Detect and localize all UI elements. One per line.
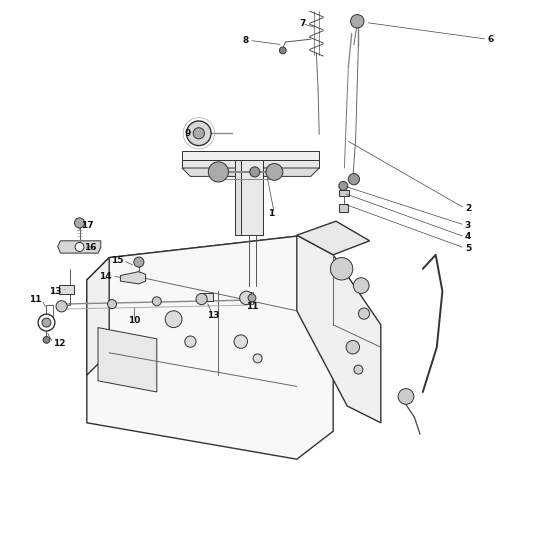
Polygon shape [120, 272, 146, 284]
Circle shape [266, 164, 283, 180]
Circle shape [234, 335, 248, 348]
Circle shape [248, 294, 256, 302]
Circle shape [346, 340, 360, 354]
Polygon shape [109, 235, 333, 277]
Polygon shape [87, 235, 333, 459]
Circle shape [351, 15, 364, 28]
Text: 15: 15 [111, 256, 123, 265]
Circle shape [134, 257, 144, 267]
Circle shape [185, 336, 196, 347]
Circle shape [38, 314, 55, 331]
Text: 8: 8 [243, 36, 249, 45]
Polygon shape [109, 258, 140, 370]
Polygon shape [182, 168, 319, 176]
Circle shape [193, 128, 204, 139]
Text: 9: 9 [184, 129, 190, 138]
Circle shape [152, 297, 161, 306]
Circle shape [398, 389, 414, 404]
Bar [339, 204, 348, 212]
Circle shape [43, 337, 50, 343]
Polygon shape [241, 160, 263, 235]
Bar [59, 285, 74, 294]
Polygon shape [258, 160, 263, 235]
Circle shape [165, 311, 182, 328]
Circle shape [250, 167, 260, 177]
Circle shape [196, 293, 207, 305]
Text: 1: 1 [268, 209, 274, 218]
Circle shape [240, 291, 253, 305]
Bar [339, 190, 349, 196]
Circle shape [354, 365, 363, 374]
Text: 11: 11 [246, 302, 258, 311]
Text: 16: 16 [84, 243, 96, 252]
Circle shape [108, 300, 116, 309]
Text: 2: 2 [465, 204, 471, 213]
Text: 11: 11 [30, 295, 42, 304]
Circle shape [42, 318, 51, 327]
Text: 5: 5 [465, 244, 471, 253]
Text: 13: 13 [49, 287, 62, 296]
Circle shape [253, 354, 262, 363]
Circle shape [353, 278, 369, 293]
Polygon shape [297, 235, 381, 423]
Text: 12: 12 [53, 339, 66, 348]
Polygon shape [182, 160, 319, 168]
Text: 14: 14 [99, 272, 112, 281]
Text: 13: 13 [207, 311, 219, 320]
Circle shape [208, 162, 228, 182]
Text: 10: 10 [128, 316, 141, 325]
Circle shape [348, 174, 360, 185]
Circle shape [330, 258, 353, 280]
Circle shape [56, 301, 67, 312]
Text: 6: 6 [487, 35, 493, 44]
Circle shape [279, 47, 286, 54]
Text: 7: 7 [299, 19, 306, 28]
Circle shape [75, 242, 84, 251]
Polygon shape [297, 221, 370, 255]
Text: 17: 17 [81, 221, 94, 230]
Text: 4: 4 [465, 232, 471, 241]
Circle shape [74, 218, 85, 228]
Polygon shape [98, 328, 157, 392]
Polygon shape [87, 258, 109, 375]
Bar [200, 293, 213, 301]
Polygon shape [235, 160, 241, 235]
Circle shape [358, 308, 370, 319]
Circle shape [339, 181, 348, 190]
Text: 3: 3 [465, 221, 471, 230]
Circle shape [186, 121, 211, 146]
Polygon shape [182, 151, 319, 160]
Polygon shape [58, 241, 101, 253]
